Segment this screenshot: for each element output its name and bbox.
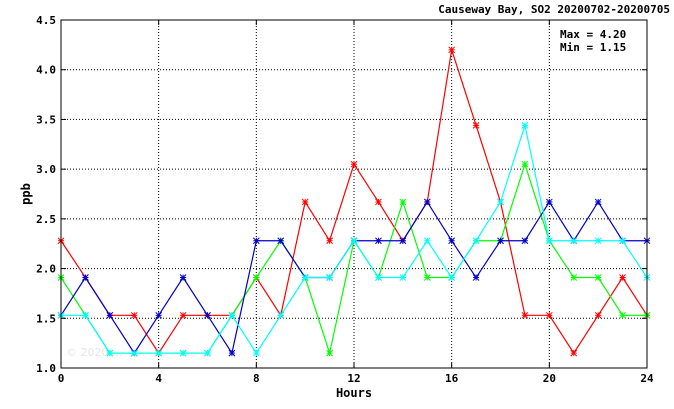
data-point xyxy=(423,198,431,206)
data-point xyxy=(350,237,358,245)
data-point xyxy=(545,198,553,206)
data-point xyxy=(228,311,236,319)
data-point xyxy=(82,274,89,281)
y-axis-title: ppb xyxy=(19,183,33,205)
data-point xyxy=(301,198,309,206)
data-point xyxy=(521,311,529,319)
data-point xyxy=(423,274,431,281)
data-point xyxy=(619,311,626,319)
data-point xyxy=(326,274,333,281)
axis-ticks: 0 4 8 12 16 20 24 1.0 1.5 2.0 2.5 3.0 3.5 4.0 4.5 xyxy=(36,14,654,385)
data-point xyxy=(130,349,138,357)
data-point xyxy=(106,311,114,319)
data-point xyxy=(472,122,480,129)
data-point xyxy=(326,237,333,245)
data-point xyxy=(228,349,236,357)
data-point xyxy=(521,237,529,245)
y-tick-label: 3.5 xyxy=(36,113,56,126)
data-point xyxy=(350,160,358,168)
data-point xyxy=(179,274,187,281)
data-point xyxy=(179,311,187,319)
data-point xyxy=(619,274,626,281)
data-point xyxy=(277,311,285,319)
y-tick-label: 2.5 xyxy=(36,213,56,226)
data-point xyxy=(521,160,529,168)
data-point xyxy=(204,349,211,357)
chart-title: Causeway Bay, SO2 20200702-20200705 xyxy=(438,3,670,16)
data-point xyxy=(594,237,602,245)
data-point xyxy=(106,349,114,357)
x-tick-label: 16 xyxy=(445,372,459,385)
data-point xyxy=(82,311,89,319)
y-tick-label: 3.0 xyxy=(36,163,56,176)
data-point xyxy=(472,274,480,281)
y-tick-label: 4.0 xyxy=(36,64,56,77)
data-point xyxy=(570,349,578,357)
data-point xyxy=(375,198,382,206)
data-point xyxy=(594,198,602,206)
data-point xyxy=(448,274,456,281)
data-point xyxy=(521,122,529,129)
min-label: Min = 1.15 xyxy=(560,41,626,54)
data-point xyxy=(130,311,138,319)
data-point xyxy=(252,274,260,281)
data-point xyxy=(375,237,382,245)
y-tick-label: 4.5 xyxy=(36,14,56,27)
x-tick-label: 24 xyxy=(640,372,654,385)
x-tick-label: 4 xyxy=(155,372,162,385)
x-tick-label: 12 xyxy=(347,372,360,385)
watermark-text: © 2020 ... xyxy=(66,346,122,359)
x-tick-label: 8 xyxy=(253,372,260,385)
data-point xyxy=(179,349,187,357)
data-point xyxy=(155,311,163,319)
series-4 xyxy=(57,122,651,357)
data-point xyxy=(399,237,407,245)
data-point xyxy=(375,274,382,281)
data-point xyxy=(594,311,602,319)
data-point xyxy=(155,349,163,357)
data-point xyxy=(252,237,260,245)
data-point xyxy=(277,237,285,245)
y-tick-label: 2.0 xyxy=(36,263,56,276)
data-point xyxy=(619,237,626,245)
data-point xyxy=(204,311,211,319)
data-point xyxy=(594,274,602,281)
data-point xyxy=(252,349,260,357)
series-lines xyxy=(57,46,651,357)
data-point xyxy=(301,274,309,281)
data-point xyxy=(326,349,333,357)
data-point xyxy=(497,237,504,245)
data-point xyxy=(423,237,431,245)
x-tick-label: 20 xyxy=(543,372,556,385)
data-point xyxy=(448,237,456,245)
data-point xyxy=(570,237,578,245)
data-point xyxy=(545,237,553,245)
data-point xyxy=(399,198,407,206)
data-point xyxy=(497,198,504,206)
grid-lines xyxy=(61,20,647,368)
x-tick-label: 0 xyxy=(58,372,65,385)
y-tick-label: 1.5 xyxy=(36,312,56,325)
data-point xyxy=(545,311,553,319)
y-tick-label: 1.0 xyxy=(36,362,56,375)
x-axis-title: Hours xyxy=(336,386,372,400)
data-point xyxy=(570,274,578,281)
data-point xyxy=(448,46,456,54)
data-point xyxy=(472,237,480,245)
max-label: Max = 4.20 xyxy=(560,28,626,41)
data-point xyxy=(399,274,407,281)
